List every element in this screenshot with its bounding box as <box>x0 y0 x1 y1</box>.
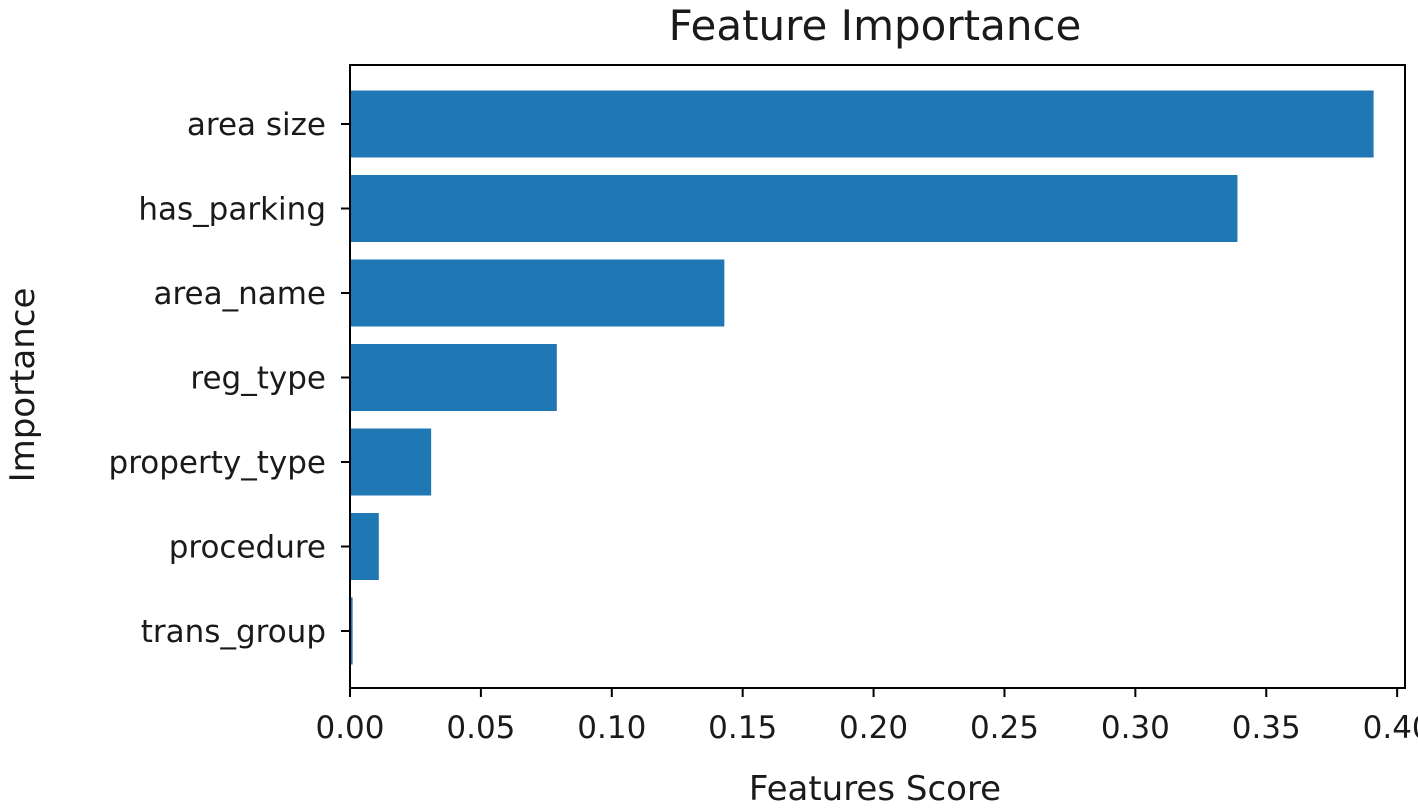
x-tick-label: 0.40 <box>1363 710 1418 746</box>
x-ticks-group: 0.00 0.05 0.10 0.15 0.20 0.25 0.30 0.35 0.40 <box>315 688 1418 746</box>
x-tick-label: 0.35 <box>1232 710 1301 746</box>
y-ticks-group: area size has_parking area_name reg_typepro… <box>109 107 350 650</box>
y-axis-label: Importance <box>3 288 43 483</box>
bar-area-name <box>350 259 725 327</box>
x-tick-label: 0.00 <box>315 710 384 746</box>
bar-property-type <box>350 428 432 496</box>
x-tick-label: 0.15 <box>708 710 777 746</box>
y-tick-label: reg_type <box>190 361 326 397</box>
chart-title: Feature Importance <box>669 1 1082 50</box>
x-tick-label: 0.30 <box>1101 710 1170 746</box>
y-tick-label: procedure <box>169 530 326 566</box>
x-tick-label: 0.05 <box>446 710 515 746</box>
bar-procedure <box>350 513 379 580</box>
y-tick-label: has_parking <box>138 192 326 228</box>
y-tick-label: trans_group <box>141 614 326 650</box>
y-tick-label: property_type <box>109 445 326 481</box>
bar-area-size <box>350 90 1374 158</box>
y-tick-label: area_name <box>153 276 326 312</box>
x-tick-label: 0.25 <box>970 710 1039 746</box>
bar-has-parking <box>350 175 1238 242</box>
bar-trans-group <box>350 597 353 665</box>
x-tick-label: 0.10 <box>577 710 646 746</box>
y-tick-label: area size <box>187 107 326 143</box>
bar-reg-type <box>350 344 557 411</box>
x-tick-label: 0.20 <box>839 710 908 746</box>
bars-group <box>350 90 1374 665</box>
x-axis-label: Features Score <box>749 769 1001 809</box>
